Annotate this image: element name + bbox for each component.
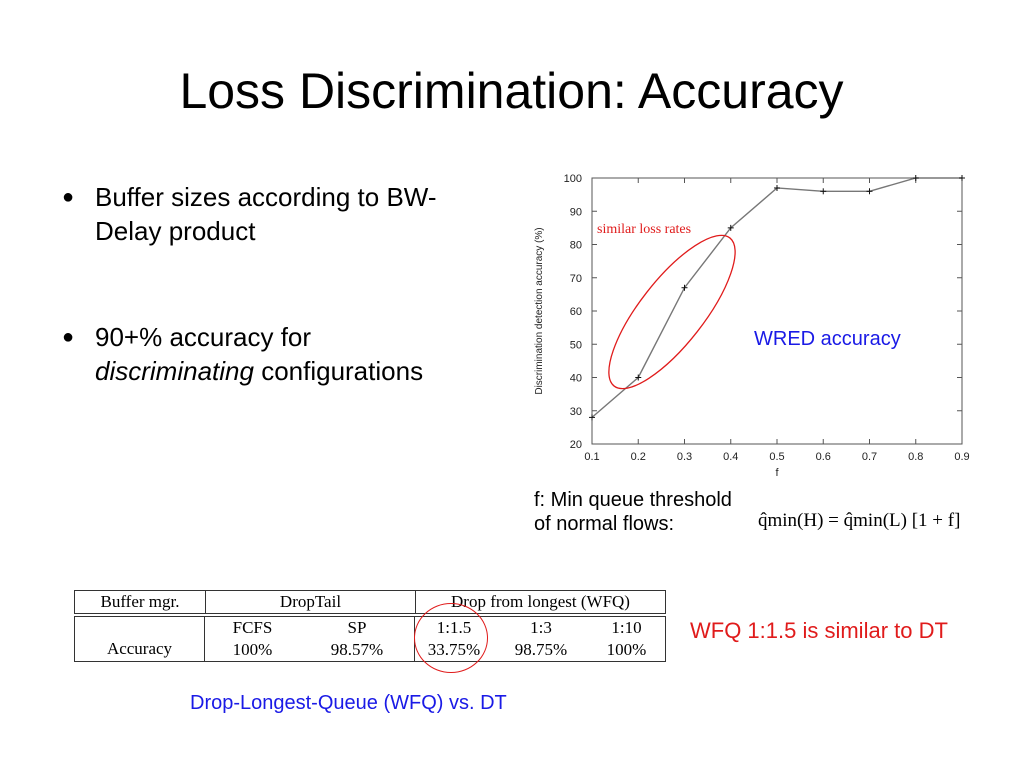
y-tick-label: 30 <box>570 406 582 418</box>
table-subheader: 1:1.5 <box>436 618 472 637</box>
y-axis-label: Discrimination detection accuracy (%) <box>534 227 545 394</box>
table-col: 1:1.5 33.75% <box>415 617 493 661</box>
bullet-item: ● Buffer sizes according to BW-Delay pro… <box>62 180 502 248</box>
comparison-table-header: Buffer mgr. DropTail Drop from longest (… <box>74 590 666 614</box>
table-cell: 100% <box>606 640 647 659</box>
wfq-similarity-note: WFQ 1:1.5 is similar to DT <box>690 618 948 643</box>
comparison-table-body: Accuracy FCFS 100% SP 98.57% 1:1.5 33.75… <box>74 616 666 662</box>
y-tick-label: 100 <box>564 173 582 185</box>
threshold-formula: q̂min(H) = q̂min(L) [1 + f] <box>758 510 961 531</box>
f-note-line2: of normal flows: <box>534 513 675 535</box>
data-point <box>589 414 595 421</box>
data-point <box>681 284 688 291</box>
x-tick-label: 0.9 <box>954 451 969 463</box>
data-point <box>866 188 873 195</box>
f-note-line1: f: Min queue threshold <box>534 489 732 511</box>
x-tick-label: 0.8 <box>908 451 923 463</box>
y-tick-label: 20 <box>570 439 582 451</box>
table-row-label: Accuracy <box>75 617 205 661</box>
bullet-text: 90+% accuracy for <box>95 322 312 352</box>
table-group-droptail: FCFS 100% SP 98.57% <box>205 617 415 661</box>
x-axis-label: f <box>775 467 779 479</box>
table-subheader: 1:3 <box>530 618 552 637</box>
table-group-wfq: 1:1.5 33.75% 1:3 98.75% 1:10 100% <box>415 617 664 661</box>
table-caption: Drop-Longest-Queue (WFQ) vs. DT <box>190 692 507 714</box>
bullet-item: ● 90+% accuracy for discriminating confi… <box>62 320 502 388</box>
y-tick-label: 50 <box>570 339 582 351</box>
y-tick-label: 70 <box>570 273 582 285</box>
plot-frame <box>591 177 963 445</box>
slide-title: Loss Discrimination: Accuracy <box>179 63 844 119</box>
table-subheader: SP <box>347 618 367 637</box>
data-point <box>959 175 965 181</box>
table-col: 1:3 98.75% <box>493 617 589 661</box>
x-tick-label: 0.1 <box>584 451 599 463</box>
y-tick-label: 60 <box>570 306 582 318</box>
similar-loss-ellipse <box>608 234 736 390</box>
table-col: FCFS 100% <box>205 617 300 661</box>
table-subheader: FCFS <box>232 618 273 637</box>
data-point <box>635 374 642 381</box>
table-cell: 98.75% <box>514 640 568 659</box>
bullet-dot-icon: ● <box>62 186 75 208</box>
bullet-list: ● Buffer sizes according to BW-Delay pro… <box>62 180 502 460</box>
data-point <box>912 175 919 181</box>
table-subheader: 1:10 <box>611 618 642 637</box>
similar-loss-label: similar loss rates <box>597 222 691 237</box>
y-tick-label: 90 <box>570 206 582 218</box>
chart-marks <box>589 175 965 421</box>
chart-axes: 0.1 0.2 0.3 0.4 0.5 0.6 0.7 0.8 0.9 20 30 40 50 60 70 8… <box>534 173 970 479</box>
data-point <box>820 188 827 195</box>
y-tick-label: 40 <box>570 373 582 385</box>
f-definition-note: f: Min queue threshold of normal flows: <box>534 488 732 536</box>
bullet-emphasis: discriminating <box>95 356 254 386</box>
data-point <box>774 184 780 191</box>
series-line <box>591 177 962 418</box>
x-tick-label: 0.4 <box>723 451 738 463</box>
x-tick-label: 0.5 <box>769 451 784 463</box>
table-cell: 100% <box>232 640 273 659</box>
table-col: 1:10 100% <box>589 617 664 661</box>
bullet-text-tail: configurations <box>261 356 424 386</box>
x-tick-label: 0.7 <box>862 451 877 463</box>
bullet-dot-icon: ● <box>62 326 75 348</box>
x-tick-label: 0.3 <box>677 451 692 463</box>
table-header-cell: Buffer mgr. <box>75 591 206 613</box>
data-point <box>727 224 734 231</box>
wred-accuracy-label: WRED accuracy <box>754 328 901 350</box>
accuracy-line-chart: 0.1 0.2 0.3 0.4 0.5 0.6 0.7 0.8 0.9 20 30 40 50 60 70 8… <box>534 173 970 479</box>
table-header-cell: DropTail <box>206 591 416 613</box>
bullet-text: Buffer sizes according to BW-Delay produ… <box>95 182 437 246</box>
table-col: SP 98.57% <box>300 617 414 661</box>
y-tick-label: 80 <box>570 240 582 252</box>
x-tick-label: 0.6 <box>816 451 831 463</box>
table-cell: 33.75% <box>427 640 481 659</box>
table-header-cell: Drop from longest (WFQ) <box>451 592 630 611</box>
table-cell: 98.57% <box>330 640 384 659</box>
x-tick-label: 0.2 <box>631 451 646 463</box>
